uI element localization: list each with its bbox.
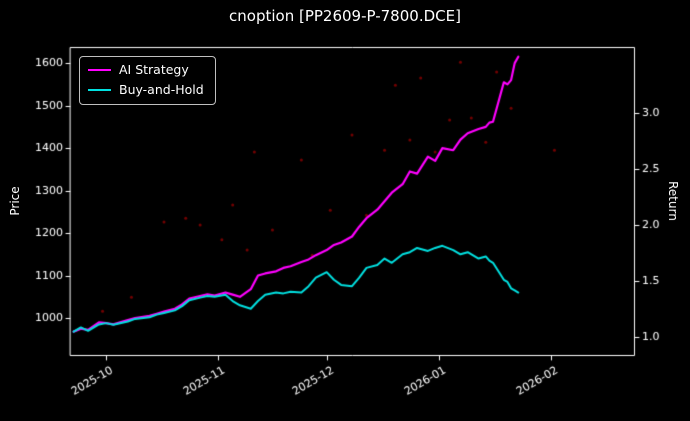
buy-and-hold-line-swatch [88, 88, 111, 91]
right-axis-label: Return [666, 181, 680, 221]
legend-label-ai-strategy: AI Strategy [119, 62, 189, 77]
left-axis-label: Price [8, 186, 22, 216]
legend-item-buy-and-hold: Buy-and-Hold [88, 81, 204, 97]
legend: AI Strategy Buy-and-Hold [79, 56, 216, 105]
ai-strategy-line-swatch [88, 68, 111, 71]
chart-title: cnoption [PP2609-P-7800.DCE] [229, 7, 461, 25]
legend-label-buy-and-hold: Buy-and-Hold [119, 81, 204, 97]
legend-item-ai-strategy: AI Strategy [88, 63, 204, 77]
